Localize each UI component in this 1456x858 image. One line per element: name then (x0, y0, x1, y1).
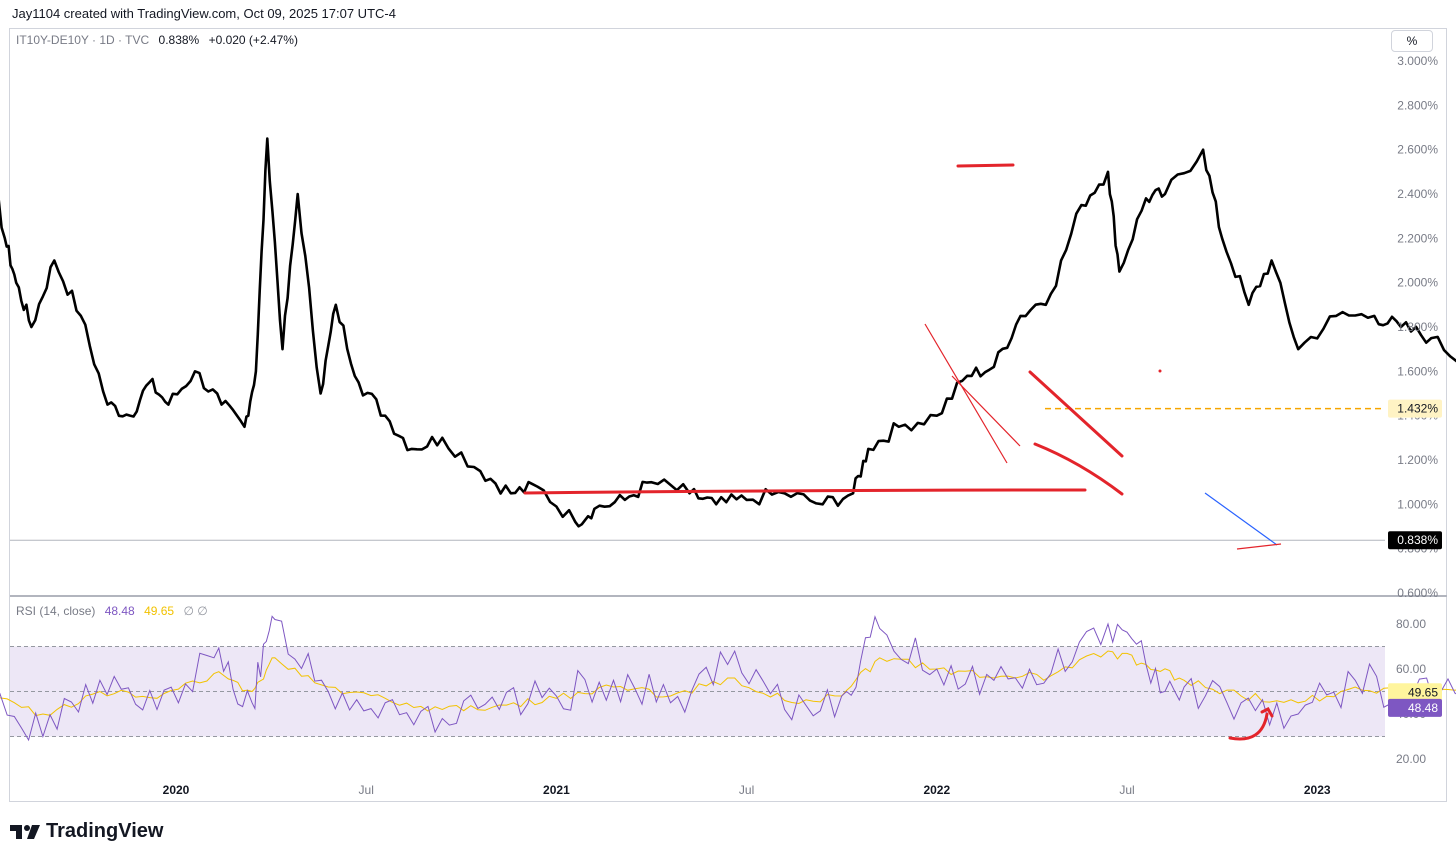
chart-credit: Jay1104 created with TradingView.com, Oc… (12, 6, 396, 21)
time-axis-tick-label: 2020 (163, 783, 190, 797)
price-axis-tick-label: 2.200% (1397, 231, 1438, 245)
price-axis-tick-label: 1.600% (1397, 364, 1438, 378)
wedge-lower-line (1033, 442, 1124, 496)
rsi-axis-tick-label: 60.00 (1396, 662, 1426, 676)
last-price-badge-bg (1388, 531, 1442, 550)
wedge-upper-line (1028, 370, 1124, 458)
last-price-badge: 0.838% (1397, 533, 1438, 547)
price-pane (0, 137, 1456, 541)
footer-brand: TradingView (10, 820, 163, 843)
symbol-legend[interactable]: IT10Y-DE10Y · 1D · TVC 0.838% +0.020 (+2… (16, 33, 298, 47)
price-axis-tick-label: 1.800% (1397, 320, 1438, 334)
symbol-name[interactable]: IT10Y-DE10Y · 1D · TVC (16, 33, 150, 47)
trendline (1236, 543, 1282, 550)
price-axis-tick-label: 2.800% (1397, 98, 1438, 112)
rsi-pane (0, 615, 1456, 742)
price-axis-tick-label: 1.000% (1397, 497, 1438, 511)
rsi-axis-tick-label: 80.00 (1396, 617, 1426, 631)
chart-frame (9, 28, 1447, 802)
visibility-icons[interactable]: ∅ ∅ (183, 604, 208, 618)
rsi-line (0, 615, 1456, 742)
rsi-ma-value-badge-bg (1388, 683, 1442, 702)
time-axis-tick-label: Jul (359, 783, 374, 797)
last-value: 0.838% (158, 33, 200, 47)
horizontal-line-value-badge-bg (1388, 399, 1442, 418)
price-axis-tick-label: 1.200% (1397, 453, 1438, 467)
price-series-line (0, 137, 1456, 528)
rsi-value-badge-bg (1388, 698, 1442, 717)
price-axis-tick-label: 2.600% (1397, 143, 1438, 157)
support-line (523, 488, 1087, 495)
axes: 3.000% 2.800% 2.600% 2.400% 2.200% 2.000% 1.80… (10, 54, 1447, 797)
time-axis-tick-label: 2022 (923, 783, 950, 797)
rsi-ma-value: 49.65 (144, 604, 175, 618)
price-axis-tick-label: 2.000% (1397, 276, 1438, 290)
time-axis-tick-label: 2023 (1304, 783, 1331, 797)
tradingview-logo-icon (10, 824, 40, 839)
rsi-legend[interactable]: RSI (14, close) 48.48 49.65 ∅ ∅ (16, 604, 208, 618)
rsi-value: 48.48 (104, 604, 135, 618)
rsi-ma-value-badge: 49.65 (1408, 685, 1438, 699)
annotation-dot (1158, 369, 1162, 373)
rsi-axis-tick-label: 20.00 (1396, 752, 1426, 766)
trendline (924, 323, 1008, 464)
annotation-mark (956, 163, 1015, 168)
price-axis-tick-label: 0.600% (1397, 586, 1438, 600)
price-axis-tick-label: 2.400% (1397, 187, 1438, 201)
rsi-indicator-name[interactable]: RSI (14, close) (16, 604, 96, 618)
time-axis-tick-label: 2021 (543, 783, 570, 797)
rsi-value-badge: 48.48 (1408, 701, 1438, 715)
time-axis-tick-label: Jul (739, 783, 754, 797)
change-value: +0.020 (+2.47%) (208, 33, 298, 47)
brand-name: TradingView (46, 820, 164, 842)
rsi-ma-line (0, 650, 1456, 717)
time-axis-tick-label: Jul (1119, 783, 1134, 797)
horizontal-line-value-badge: 1.432% (1397, 402, 1438, 416)
percent-scale-button[interactable]: % (1391, 30, 1433, 52)
price-axis-tick-label: 3.000% (1397, 54, 1438, 68)
trendline (951, 375, 1021, 447)
drawings (523, 163, 1282, 741)
rsi-arrow-annotation (1228, 707, 1274, 741)
blue-trendline (1204, 492, 1278, 546)
